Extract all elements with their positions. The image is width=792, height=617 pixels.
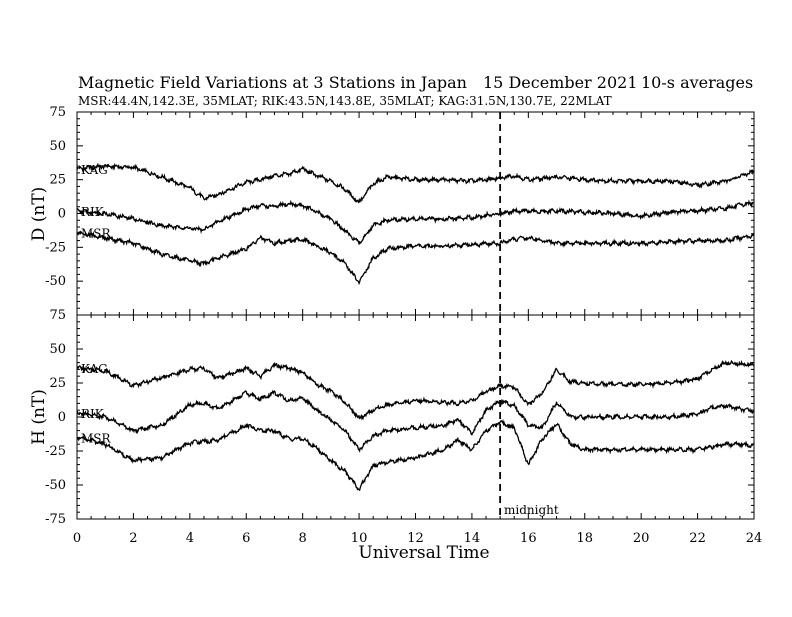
h-y-tick-label: 75 [49,308,66,323]
h-y-tick-label: 25 [49,376,66,391]
h-y-tick-label: -50 [45,478,66,493]
d-series-msr [76,230,755,286]
h-y-tick-label: 0 [58,410,66,425]
x-tick-label: 18 [576,531,593,546]
d-y-tick-label: -50 [45,274,66,289]
d-y-tick-label: 25 [49,173,66,188]
x-tick-label: 14 [464,531,481,546]
d-y-tick-label: 0 [58,207,66,222]
x-tick-label: 8 [299,531,307,546]
d-station-label-rik: RIK [81,205,105,219]
x-tick-label: 16 [520,531,537,546]
h-y-tick-label: -25 [45,444,66,459]
midnight-label: midnight [504,503,559,517]
d-station-label-msr: MSR [81,226,112,240]
x-tick-label: 10 [351,531,368,546]
chart-date: 15 December 2021 [483,73,638,92]
x-tick-label: 22 [689,531,706,546]
tick-labels: -50 -25 0 25 50 75 KAG RIK MSR -75 -50 -25 0 25 50 75 0 2… [45,105,762,546]
h-station-label-kag: KAG [81,362,108,376]
d-station-label-kag: KAG [81,163,108,177]
d-series-rik [76,199,755,245]
d-axis-label: D (nT) [29,187,49,242]
axis-ticks [76,111,755,520]
station-coordinates: MSR:44.4N,142.3E, 35MLAT; RIK:43.5N,143.… [78,94,612,108]
d-series-kag [76,162,755,204]
h-series-msr [76,419,755,492]
d-y-tick-label: 50 [49,139,66,154]
x-tick-label: 12 [407,531,424,546]
h-station-label-rik: RIK [81,407,105,421]
x-tick-label: 2 [129,531,137,546]
x-tick-label: 6 [242,531,250,546]
h-axis-label: H (nT) [29,389,49,445]
x-axis-label: Universal Time [358,543,489,563]
h-series-kag [76,359,755,421]
x-tick-label: 20 [633,531,650,546]
chart-averaging: 10-s averages [641,73,753,92]
x-tick-label: 0 [73,531,81,546]
series-lines [76,162,755,492]
x-tick-label: 24 [746,531,763,546]
d-y-tick-label: -25 [45,240,66,255]
x-tick-label: 4 [186,531,194,546]
h-series-rik [76,389,755,453]
h-y-tick-label: 50 [49,342,66,357]
h-y-tick-label: -75 [45,512,66,527]
h-station-label-msr: MSR [81,431,112,445]
chart-title: Magnetic Field Variations at 3 Stations … [78,73,467,92]
d-y-tick-label: 75 [49,105,66,120]
